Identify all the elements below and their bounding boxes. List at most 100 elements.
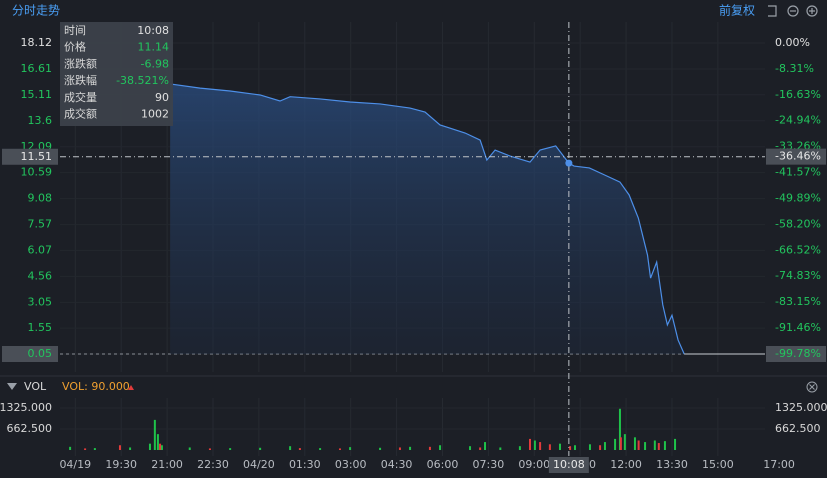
y2-tick-label: -74.83% [775, 269, 821, 282]
crosshair-x-label: 10:08 [553, 458, 585, 471]
volume-bar [618, 408, 621, 450]
y-tick-label: 6.07 [28, 243, 53, 256]
y-tick-label: 1325.000 [0, 401, 52, 414]
reset-icon[interactable] [768, 5, 777, 17]
volume-bar [623, 434, 626, 450]
volume-bar [558, 443, 561, 450]
crosshair-label-box [2, 148, 58, 165]
volume-bar [84, 448, 87, 450]
crosshair-label-box [766, 148, 826, 165]
volume-bar [479, 447, 482, 450]
x-tick-label: 04/19 [59, 458, 91, 471]
crosshair-dot [565, 159, 573, 167]
adjust-button[interactable]: 前复权 [719, 3, 755, 18]
price-area [170, 83, 685, 354]
volume-bar [644, 442, 647, 450]
volume-bar [349, 447, 352, 450]
tooltip-value: 11.14 [138, 41, 170, 54]
y-tick-label: 662.500 [7, 422, 53, 435]
x-tick-label: 04/20 [243, 458, 275, 471]
volume-bar [633, 437, 636, 450]
plot [69, 83, 765, 450]
volume-bar [569, 446, 572, 450]
x-tick-label: 13:30 [656, 458, 688, 471]
volume-bar [614, 438, 617, 450]
y-tick-label: 10.59 [21, 166, 53, 179]
y2-tick-label: -58.20% [775, 217, 821, 230]
y-tick-label: 0.05 [28, 347, 53, 360]
volume-bar [129, 447, 132, 450]
x-tick-label: 07:30 [473, 458, 505, 471]
y2-tick-label: -16.63% [775, 88, 821, 101]
volume-bar [160, 445, 163, 450]
volume-bar [69, 446, 72, 450]
x-tick-label: 19:30 [105, 458, 137, 471]
volume-bar [599, 445, 602, 450]
y2-tick-label: -66.52% [775, 243, 821, 256]
y2-tick-label: -41.57% [775, 166, 821, 179]
volume-bar [539, 442, 542, 450]
volume-bar [529, 438, 531, 450]
y2-tick-label: -8.31% [775, 62, 814, 75]
volume-bar [588, 444, 591, 450]
volume-bar [379, 447, 382, 450]
y2-tick-label: -24.94% [775, 114, 821, 127]
tooltip-key: 成交量 [64, 90, 97, 104]
volume-bar [208, 448, 211, 450]
y2-tick-label: -83.15% [775, 295, 821, 308]
zoom-out-icon[interactable] [787, 5, 799, 17]
tooltip-value: 90 [155, 91, 169, 104]
zoom-in-sign [809, 8, 815, 14]
volume-bar [93, 448, 96, 450]
volume-bar [398, 447, 401, 450]
volume-bar [428, 446, 431, 450]
y-tick-label: 9.08 [28, 192, 53, 205]
y-tick-label: 4.56 [28, 269, 53, 282]
crosshair-y-label: 11.51 [21, 150, 53, 163]
tick-highlight [2, 346, 58, 362]
tooltip-key: 时间 [64, 24, 86, 37]
x-tick-label: 17:00 [763, 458, 795, 471]
y-tick-label: 7.57 [28, 218, 53, 231]
volume-bar [657, 443, 660, 450]
volume-bar [663, 441, 666, 450]
up-arrow [128, 385, 134, 390]
collapse-icon[interactable] [7, 383, 17, 390]
y2-tick-label: 0.00% [775, 36, 810, 49]
close-sign [809, 384, 815, 390]
close-icon[interactable] [806, 381, 818, 393]
zoom-in-icon[interactable] [806, 5, 818, 17]
x-tick-label: 15:00 [702, 458, 734, 471]
tooltip-key: 成交额 [64, 107, 97, 121]
panel-title[interactable]: 分时走势 [12, 4, 60, 18]
tooltip-value: 10:08 [137, 24, 169, 37]
x-tick-label: 12:00 [610, 458, 642, 471]
y2-tick-label: -49.89% [775, 192, 821, 205]
volume-bar [298, 448, 301, 450]
volume-bar [153, 419, 156, 450]
volume-bar [188, 447, 191, 450]
volume-bar [159, 443, 162, 450]
tooltip-key: 涨跌额 [64, 56, 97, 70]
tooltip-key: 涨跌幅 [64, 73, 97, 87]
y2-tick-label: 1325.000 [775, 401, 827, 414]
volume-bar [319, 448, 322, 450]
y-tick-label: 16.61 [21, 62, 53, 75]
volume-bar [637, 440, 640, 450]
x-tick-label: 22:30 [197, 458, 229, 471]
volume-bar [499, 447, 502, 450]
volume-bar [439, 445, 442, 450]
y-tick-label: 15.11 [21, 88, 53, 101]
volume-bar [148, 443, 151, 450]
tooltip: 时间 10:08 价格 11.14 涨跌额 -6.98 涨跌幅 -38.521% 成交量 90 成交… [60, 22, 173, 126]
tooltip-value: 1002 [141, 108, 169, 121]
volume-bar [573, 445, 576, 450]
price-line [170, 83, 685, 355]
crosshair-label-box [548, 457, 589, 473]
y-tick-label: 13.6 [28, 114, 53, 127]
y-tick-label: 1.55 [28, 321, 53, 334]
volume-label: VOL: 90.000 [62, 380, 130, 393]
y-tick-label: 18.12 [21, 36, 53, 49]
